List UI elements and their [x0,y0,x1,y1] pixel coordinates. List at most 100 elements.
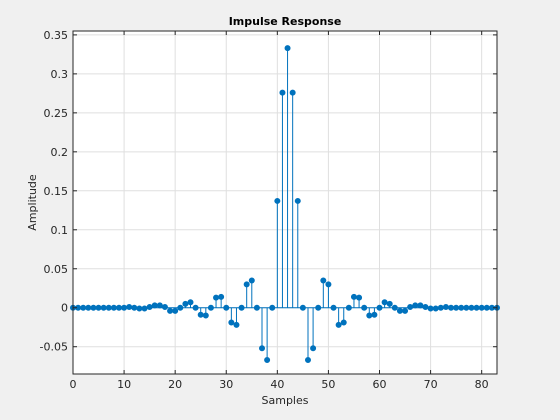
stem-marker [228,319,235,326]
axes-background [73,31,497,374]
stem-marker [259,345,266,352]
stem-marker [371,311,378,318]
y-axis-label: Amplitude [26,174,39,231]
stem-marker [478,304,485,311]
stem-marker [432,305,439,312]
stem-marker [356,294,363,301]
stem-marker [167,307,174,314]
stem-marker [304,356,311,363]
y-tick-label: -0.05 [40,341,68,354]
stem-marker [381,299,388,306]
stem-marker [376,304,383,311]
stem-marker [422,303,429,310]
x-tick-label: 40 [270,378,284,391]
stem-marker [233,321,240,328]
stem-marker [136,305,143,312]
stem-marker [483,304,490,311]
stem-marker [361,304,368,311]
stem-marker [121,304,128,311]
stem-marker [294,197,301,204]
y-tick-label: 0.15 [44,185,69,198]
x-tick-label: 60 [373,378,387,391]
y-tick-label: 0.35 [44,29,69,42]
stem-marker [396,307,403,314]
x-tick-label: 70 [424,378,438,391]
stem-marker [131,304,138,311]
stem-marker [156,302,163,309]
stem-marker [274,197,281,204]
stem-marker [468,304,475,311]
stem-marker [330,304,337,311]
stem-marker [345,304,352,311]
stem-marker [442,303,449,310]
stem-marker [213,294,220,301]
stem-marker [366,312,373,319]
stem-marker [284,45,291,52]
stem-marker [187,299,194,306]
y-tick-label: 0 [61,302,68,315]
stem-marker [437,304,444,311]
stem-marker [90,304,97,311]
stem-marker [463,304,470,311]
stem-marker [95,304,102,311]
x-tick-label: 20 [168,378,182,391]
stem-marker [80,304,87,311]
stem-marker [289,89,296,96]
chart-title: Impulse Response [229,15,342,28]
stem-marker [299,304,306,311]
stem-marker [100,304,107,311]
x-tick-label: 80 [475,378,489,391]
stem-marker [115,304,122,311]
stem-marker [269,304,276,311]
stem-marker [407,303,414,310]
y-axis-ticks: -0.05 0 0.05 0.1 0.15 0.2 0.25 0.3 0.35 [40,29,497,354]
stem-marker [207,304,214,311]
stem-marker [325,281,332,288]
stem-marker [253,304,260,311]
y-tick-label: 0.05 [44,263,69,276]
stem-marker [177,304,184,311]
stem-marker [417,302,424,309]
stem-marker [320,277,327,284]
stem-marker [391,304,398,311]
stem-marker [310,345,317,352]
stem-marker [197,311,204,318]
stem-marker [202,312,209,319]
stem-marker [105,304,112,311]
x-tick-label: 50 [321,378,335,391]
stem-marker [126,303,133,310]
stem-marker [110,304,117,311]
stem-marker [141,305,148,312]
stem-marker [340,319,347,326]
stem-marker [386,300,393,307]
y-tick-label: 0.3 [51,68,69,81]
stem-marker [161,303,168,310]
stem-marker [243,281,250,288]
stem-marker [264,356,271,363]
x-tick-label: 0 [70,378,77,391]
stem-marker [146,303,153,310]
stem-marker [315,304,322,311]
x-axis-ticks: 0 10 20 30 40 50 60 70 80 [70,31,489,391]
axes-frame [72,30,498,375]
stem-marker [223,304,230,311]
x-tick-label: 30 [219,378,233,391]
x-axis-label: Samples [262,394,309,407]
stem-marker [458,304,465,311]
stem-marker [473,304,480,311]
y-tick-label: 0.25 [44,107,69,120]
stem-marker [335,321,342,328]
stem-marker [218,293,225,300]
stem-marker [412,302,419,309]
stem-marker [85,304,92,311]
stem-marker [172,307,179,314]
stem-marker [402,307,409,314]
stem-marker [448,304,455,311]
stem-marker [350,293,357,300]
stem-marker [192,304,199,311]
stem-marker [427,305,434,312]
x-tick-label: 10 [117,378,131,391]
y-tick-label: 0.1 [51,224,69,237]
